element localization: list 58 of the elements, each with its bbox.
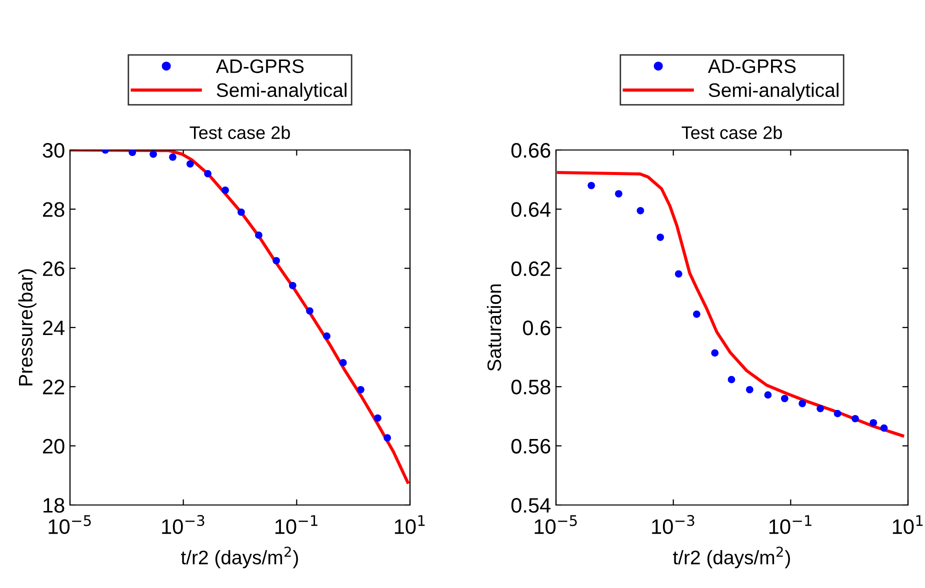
x-tick-label: 10$^{−5}$: [48, 515, 91, 534]
y-tick-label: 20: [43, 438, 64, 454]
y-tick-label: 0.6: [522, 320, 550, 336]
legend-label: Semi-analytical: [708, 82, 838, 101]
point: [186, 160, 194, 168]
legend-label: AD-GPRS: [216, 59, 304, 74]
point: [204, 170, 212, 178]
point: [238, 208, 245, 216]
point: [288, 282, 296, 290]
x-tick-label: 10$^{−3}$: [162, 515, 204, 534]
y-axis-title: Saturation: [486, 284, 502, 371]
point: [272, 256, 280, 264]
point: [255, 232, 262, 239]
point: [852, 414, 859, 422]
point: [798, 400, 806, 408]
x-tick-label: 10$^{1}$: [892, 515, 923, 534]
x-tick-label: 10$^{1}$: [394, 515, 425, 534]
x-tick-label: 10$^{−1}$: [769, 515, 812, 534]
point: [711, 349, 719, 357]
point: [780, 394, 788, 402]
point: [764, 391, 772, 399]
point: [323, 332, 330, 340]
y-tick-label: 0.56: [511, 438, 550, 454]
point: [374, 414, 382, 422]
x-tick-label: 10$^{−1}$: [275, 515, 318, 534]
point: [674, 270, 682, 278]
point: [746, 386, 754, 394]
legend-label: AD-GPRS: [708, 59, 796, 74]
point: [728, 376, 736, 384]
y-tick-label: 28: [43, 202, 64, 217]
point: [816, 404, 824, 412]
y-tick-label: 0.58: [511, 380, 550, 394]
legend-label: Semi-analytical: [216, 82, 346, 101]
y-tick-label: 22: [43, 380, 64, 394]
y-tick-label: 0.54: [511, 498, 551, 513]
point: [656, 234, 664, 241]
point: [222, 186, 229, 194]
x-axis-title: t/r2 (days/m$^{2}$): [672, 546, 790, 568]
chart-title: Test case 2b: [682, 126, 782, 140]
y-tick-label: 0.64: [511, 202, 551, 217]
point: [306, 307, 314, 315]
point: [870, 419, 878, 426]
x-tick-label: 10$^{−5}$: [534, 515, 577, 534]
y-tick-label: 24: [43, 320, 65, 336]
point: [357, 386, 364, 394]
y-axis-title: Pressure(bar): [18, 269, 36, 386]
point: [834, 410, 842, 418]
y-tick-label: 0.62: [511, 261, 550, 276]
y-tick-label: 30: [42, 143, 64, 158]
x-tick-label: 10$^{−3}$: [652, 515, 694, 534]
chart-title: Test case 2b: [190, 126, 290, 140]
y-tick-label: 26: [43, 261, 64, 276]
y-tick-label: 18: [44, 498, 64, 513]
point: [693, 310, 700, 318]
point: [339, 359, 347, 366]
point: [169, 153, 176, 161]
x-axis-title: t/r2 (days/m$^{2}$): [180, 546, 298, 568]
y-tick-label: 0.66: [511, 143, 550, 158]
